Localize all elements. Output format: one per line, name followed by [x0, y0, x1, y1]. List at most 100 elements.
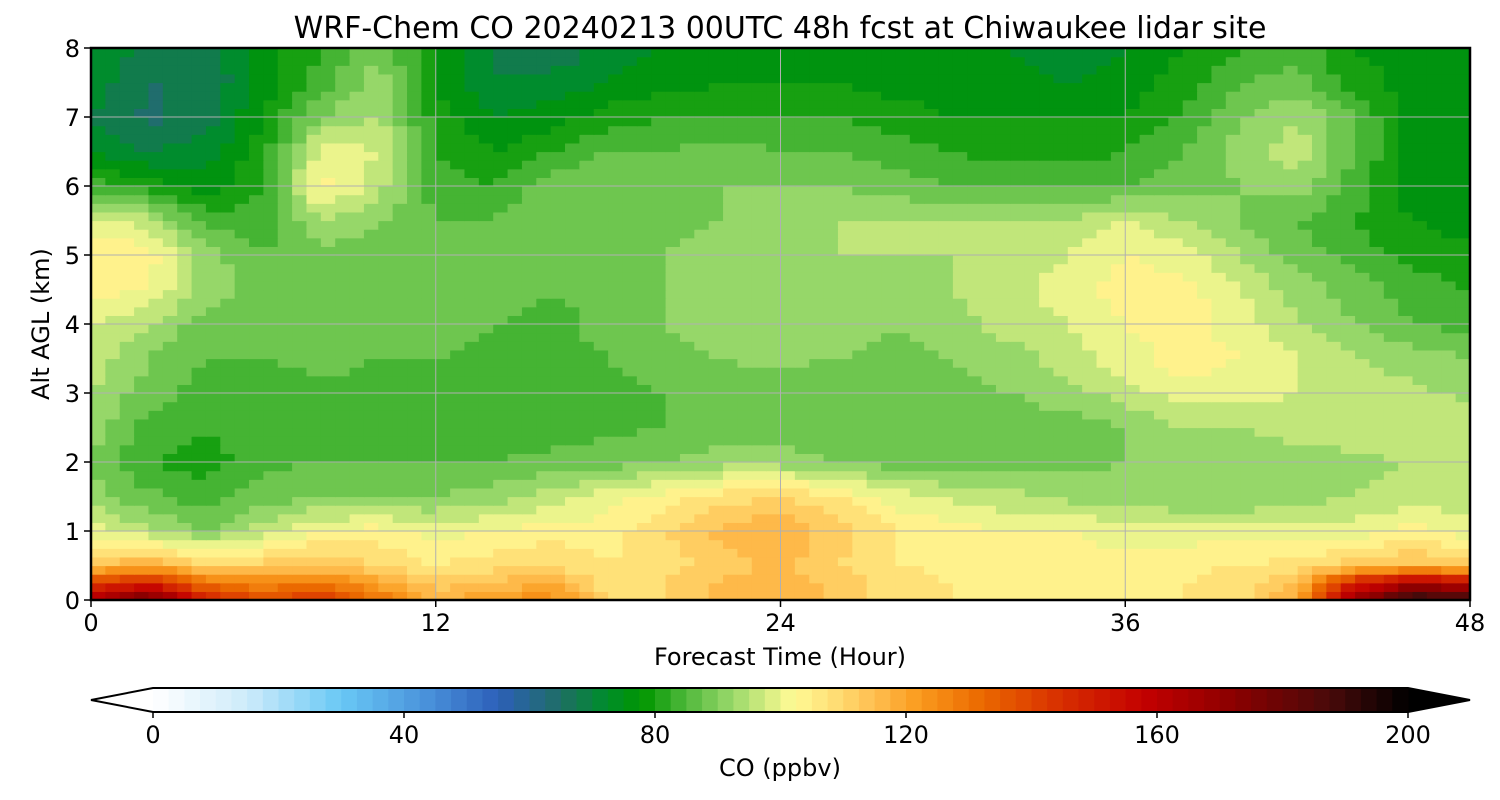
heatmap-cell	[708, 255, 724, 265]
heatmap-cell	[335, 418, 351, 429]
heatmap-cell	[723, 177, 738, 187]
heatmap-cell	[105, 393, 121, 403]
heatmap-cell	[1268, 289, 1284, 299]
heatmap-cell	[407, 229, 422, 239]
heatmap-cell	[177, 186, 193, 196]
heatmap-cell	[1340, 444, 1356, 454]
heatmap-cell	[292, 556, 308, 567]
heatmap-cell	[895, 462, 911, 472]
heatmap-cell	[636, 289, 652, 299]
heatmap-cell	[1010, 427, 1026, 437]
heatmap-cell	[105, 324, 121, 334]
heatmap-cell	[148, 142, 164, 153]
heatmap-cell	[1067, 229, 1083, 239]
heatmap-cell	[608, 410, 624, 420]
heatmap-cell	[1197, 401, 1213, 411]
heatmap-cell	[1240, 462, 1256, 472]
heatmap-cell	[1355, 393, 1371, 403]
heatmap-cell	[119, 298, 135, 308]
heatmap-cell	[450, 436, 466, 446]
heatmap-cell	[895, 186, 911, 196]
heatmap-cell	[349, 306, 365, 316]
heatmap-cell	[234, 186, 250, 196]
heatmap-cell	[723, 453, 738, 463]
heatmap-cell	[1455, 298, 1470, 308]
heatmap-cell	[177, 462, 193, 472]
heatmap-cell	[651, 229, 667, 239]
heatmap-cell	[1340, 548, 1356, 558]
heatmap-cell	[1053, 280, 1069, 291]
heatmap-cell	[895, 487, 911, 498]
heatmap-cell	[909, 479, 925, 489]
heatmap-cell	[1369, 341, 1385, 351]
heatmap-cell	[708, 272, 724, 282]
heatmap-cell	[277, 591, 293, 600]
heatmap-cell	[1426, 324, 1442, 334]
heatmap-cell	[1125, 531, 1141, 541]
heatmap-cell	[1283, 255, 1299, 265]
heatmap-cell	[1039, 479, 1055, 489]
heatmap-cell	[536, 237, 552, 247]
heatmap-cell	[708, 151, 724, 161]
heatmap-cell	[1168, 591, 1184, 600]
heatmap-cell	[1168, 220, 1184, 230]
heatmap-cell	[191, 324, 207, 334]
heatmap-cell	[478, 255, 494, 265]
heatmap-cell	[1455, 453, 1470, 463]
heatmap-cell	[320, 168, 336, 178]
heatmap-cell	[1096, 367, 1112, 377]
heatmap-cell	[363, 375, 379, 385]
heatmap-cell	[1024, 548, 1040, 558]
heatmap-cell	[995, 410, 1011, 420]
heatmap-cell	[148, 168, 164, 178]
heatmap-cell	[1268, 479, 1284, 489]
heatmap-cell	[550, 470, 566, 480]
heatmap-cell	[191, 410, 207, 420]
heatmap-cell	[1197, 393, 1213, 403]
heatmap-cell	[1455, 418, 1470, 429]
heatmap-cell	[1168, 229, 1184, 239]
heatmap-cell	[909, 574, 925, 584]
heatmap-cell	[1355, 151, 1371, 161]
heatmap-cell	[1412, 246, 1428, 256]
heatmap-cell	[220, 367, 236, 377]
heatmap-cell	[924, 280, 940, 291]
heatmap-cell	[392, 531, 408, 541]
heatmap-cell	[493, 513, 509, 523]
heatmap-cell	[1355, 306, 1371, 316]
heatmap-cell	[320, 332, 336, 342]
heatmap-cell	[737, 177, 753, 187]
heatmap-cell	[1168, 505, 1184, 515]
heatmap-cell	[751, 341, 767, 351]
heatmap-cell	[521, 418, 537, 429]
heatmap-cell	[1254, 479, 1270, 489]
heatmap-cell	[708, 384, 724, 394]
heatmap-cell	[1125, 522, 1141, 532]
heatmap-cell	[579, 548, 595, 558]
heatmap-cell	[651, 496, 667, 506]
heatmap-cell	[1311, 427, 1327, 437]
heatmap-cell	[450, 237, 466, 247]
heatmap-cell	[866, 531, 882, 541]
heatmap-cell	[1225, 591, 1241, 600]
heatmap-cell	[1211, 418, 1227, 429]
heatmap-cell	[1024, 246, 1040, 256]
heatmap-cell	[981, 229, 997, 239]
heatmap-cell	[809, 298, 825, 308]
heatmap-cell	[1053, 418, 1069, 429]
heatmap-cell	[852, 565, 868, 575]
heatmap-cell	[608, 582, 624, 592]
heatmap-cell	[263, 186, 279, 196]
heatmap-cell	[1168, 272, 1184, 282]
heatmap-cell	[378, 160, 394, 170]
heatmap-cell	[895, 556, 911, 567]
heatmap-cell	[766, 384, 782, 394]
heatmap-cell	[1240, 203, 1256, 213]
heatmap-cell	[1311, 556, 1327, 567]
heatmap-cell	[263, 263, 279, 273]
heatmap-cell	[1053, 531, 1069, 541]
heatmap-cell	[205, 487, 221, 498]
heatmap-cell	[1297, 496, 1313, 506]
heatmap-cell	[363, 341, 379, 351]
heatmap-cell	[306, 384, 322, 394]
